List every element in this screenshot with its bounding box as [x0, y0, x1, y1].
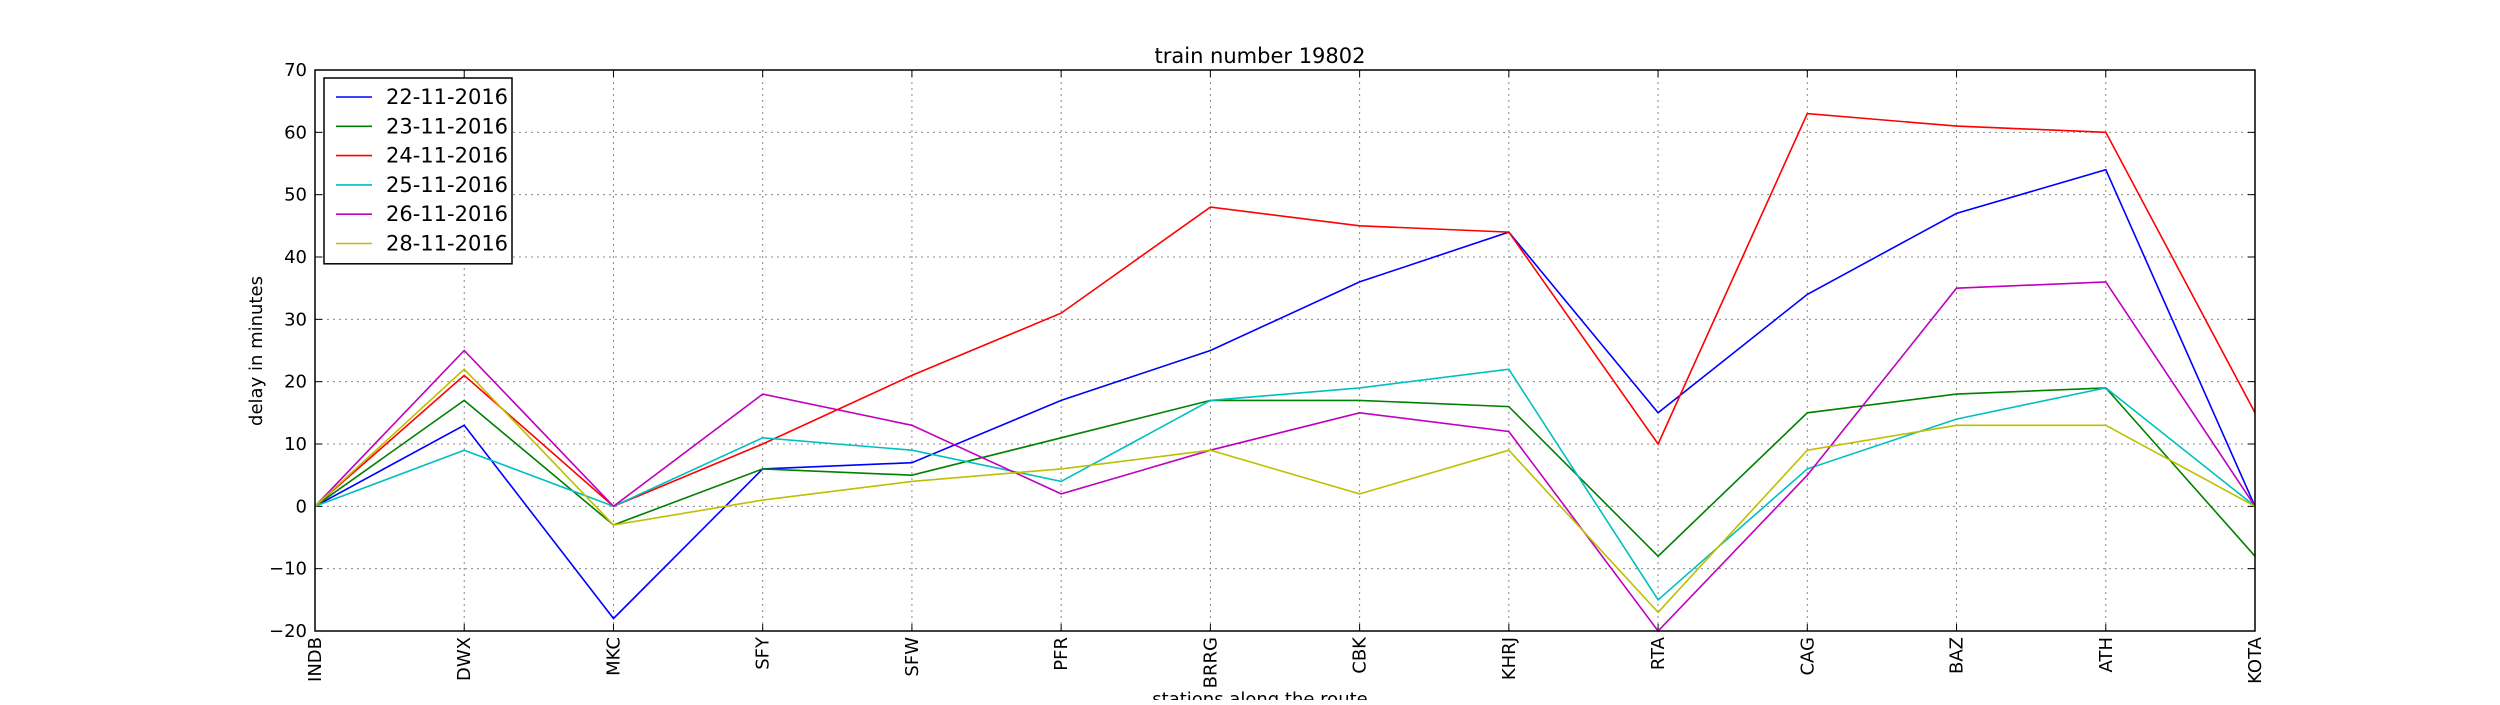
x-tick-label: BAZ: [1947, 637, 1968, 674]
y-tick-label: −20: [269, 621, 307, 642]
axes: −20 −10 0 10 20 30 40 50 60 70 INDB DWX MKC SFY SFW PFR…: [269, 60, 2266, 688]
y-tick-label: 20: [284, 372, 307, 393]
x-tick-label: BRRG: [1200, 637, 1221, 688]
series-lines: [314, 112, 2256, 633]
x-tick-label: KHRJ: [1499, 637, 1520, 680]
legend: 22-11-2016 23-11-2016 24-11-2016 25-11-2016…: [323, 77, 513, 265]
x-tick-label: DWX: [454, 637, 475, 681]
x-tick-label: CBK: [1350, 636, 1371, 674]
x-tick-label: CAG: [1797, 637, 1818, 676]
y-tick-label: 70: [284, 60, 307, 81]
legend-label: 22-11-2016: [386, 85, 508, 109]
y-tick-label: 0: [296, 496, 307, 517]
legend-label: 28-11-2016: [386, 232, 508, 256]
y-tick-label: −10: [269, 559, 307, 580]
y-tick-label: 60: [284, 122, 307, 143]
x-tick-label: PFR: [1051, 637, 1072, 671]
x-tick-label: RTA: [1648, 636, 1669, 670]
series-line: [314, 387, 2256, 558]
legend-label: 23-11-2016: [386, 114, 508, 138]
y-tick-label: 50: [284, 185, 307, 206]
chart-title: train number 19802: [1155, 44, 1366, 68]
plot-frame: [314, 69, 2256, 632]
grid-lines: [315, 69, 2255, 632]
y-tick-label: 10: [284, 434, 307, 455]
series-line: [314, 112, 2256, 508]
y-tick-label: 30: [284, 309, 307, 330]
series-line: [314, 281, 2256, 633]
legend-box: [323, 77, 513, 265]
legend-label: 26-11-2016: [386, 202, 508, 226]
legend-label: 24-11-2016: [386, 144, 508, 168]
x-tick-label: MKC: [603, 637, 624, 676]
legend-label: 25-11-2016: [386, 173, 508, 197]
x-tick-label: SFY: [753, 636, 774, 670]
y-tick-label: 40: [284, 247, 307, 268]
x-tick-label: INDB: [305, 637, 326, 682]
series-line: [314, 368, 2256, 614]
y-axis-label: delay in minutes: [246, 276, 267, 426]
x-axis-label: stations along the route: [1152, 689, 1367, 700]
x-tick-label: SFW: [902, 637, 923, 677]
series-line: [314, 168, 2256, 620]
x-tick-label: ATH: [2096, 637, 2117, 672]
series-line: [314, 368, 2256, 602]
x-tick-label: KOTA: [2245, 636, 2266, 684]
